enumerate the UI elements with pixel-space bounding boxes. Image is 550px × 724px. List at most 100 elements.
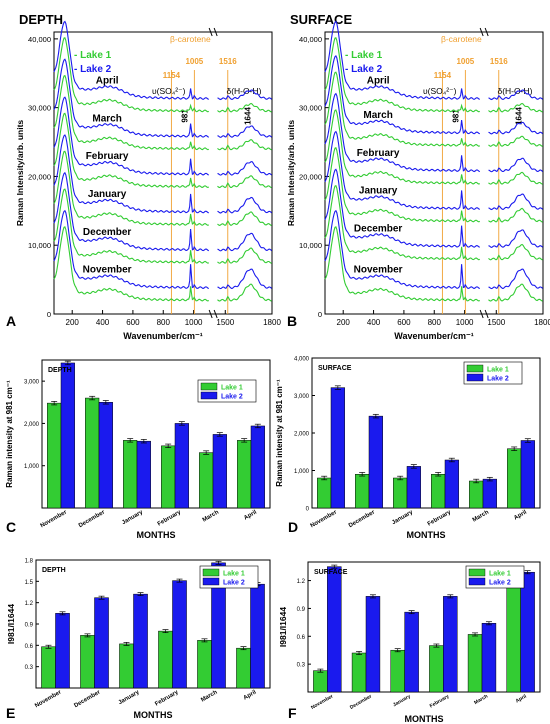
y-tick-label: 0.9 (25, 623, 34, 629)
category-label: November (310, 509, 339, 529)
carotene-peak-label: 1005 (456, 57, 474, 66)
x-tick-label: 600 (397, 318, 411, 327)
bar-lake1 (236, 647, 251, 689)
x-tick-label: 1500 (487, 318, 505, 327)
spectrum-line-lake2 (217, 268, 273, 290)
y-tick-label: 4,000 (294, 357, 310, 363)
y-tick-label: 40,000 (299, 35, 322, 44)
legend-lake2: - Lake 2 (74, 64, 112, 75)
spectrum-line-lake1 (53, 150, 210, 226)
carotene-title: β-carotene (170, 34, 211, 44)
spectrum-line-lake1 (217, 247, 272, 264)
spectrum-line-lake2 (488, 229, 544, 249)
spectrum-line-lake1 (324, 185, 481, 261)
legend-swatch (200, 391, 218, 400)
bar-lake2 (404, 611, 419, 693)
y-axis-title: I981/I1644 (6, 604, 16, 644)
panel-title: SURFACE (290, 12, 352, 27)
legend-swatch (202, 568, 220, 577)
y-tick-label: 30,000 (28, 104, 51, 113)
category-label: January (118, 689, 142, 706)
carotene-title: β-carotene (441, 34, 482, 44)
x-tick-label: 1000 (185, 318, 203, 327)
bar-lake2 (520, 440, 535, 509)
panel-title: SURFACE (314, 569, 348, 576)
panel-title: DEPTH (48, 367, 72, 374)
axis-break-mark (208, 309, 213, 319)
bar-lake1 (197, 640, 212, 689)
month-label: January (359, 186, 398, 197)
category-label: January (391, 509, 415, 526)
bar-lake1 (351, 652, 367, 693)
panel-letter: A (6, 313, 16, 329)
y-tick-label: 20,000 (28, 172, 51, 181)
bar-lake1 (119, 643, 134, 689)
x-tick-label: 400 (367, 318, 381, 327)
y-tick-label: 2,000 (294, 432, 310, 438)
spectrum-line-lake1 (53, 37, 210, 113)
month-label: November (354, 265, 403, 276)
bar-lake1 (390, 649, 405, 693)
bar-lake1 (80, 635, 95, 689)
spectrum-line-lake1 (53, 112, 210, 188)
sulfate-label: υ(SO₄²⁻) (423, 86, 457, 96)
spectrum-line-lake2 (217, 232, 273, 252)
bar-lake1 (507, 448, 522, 509)
carotene-peak-label: 1154 (434, 71, 452, 80)
bar-frame-C (41, 359, 271, 509)
bar-lake2 (365, 596, 381, 693)
bar-lake1 (123, 440, 138, 509)
spectrum-line-lake2 (324, 168, 480, 248)
spectrum-line-lake1 (217, 283, 272, 302)
bar-lake2 (444, 459, 459, 509)
x-tick-label: 800 (428, 318, 442, 327)
x-tick-label: 1000 (456, 318, 474, 327)
x-axis-title: MONTHS (134, 710, 173, 720)
category-label: February (429, 693, 451, 709)
panel-letter: B (287, 313, 297, 329)
category-label: February (154, 689, 180, 707)
panel-letter: C (6, 519, 16, 535)
spectrum-line-lake2 (53, 58, 210, 138)
carotene-peak-label: 1516 (219, 57, 237, 66)
bar-lake2 (330, 387, 345, 509)
bar-lake1 (429, 645, 444, 693)
category-label: December (348, 509, 377, 529)
bar-lake2 (55, 613, 70, 689)
y-tick-label: 10,000 (299, 241, 322, 250)
bar-lake2 (481, 623, 497, 693)
y-axis-title: Raman intensity at 981 cm⁻¹ (275, 379, 284, 487)
carotene-peak-label: 1154 (163, 71, 181, 80)
bar-lake2 (172, 580, 187, 689)
category-label: November (40, 509, 69, 529)
bar-lake2 (133, 593, 148, 689)
spectrum-line-lake1 (53, 74, 210, 151)
spectrum-line-lake2 (217, 161, 273, 176)
legend-lake1: - Lake 1 (74, 50, 112, 61)
category-label: December (73, 689, 102, 709)
panel-title: DEPTH (42, 567, 66, 574)
bar-lake2 (250, 583, 265, 689)
spectrum-line-lake2 (53, 134, 209, 214)
legend-label: Lake 1 (221, 385, 243, 392)
month-label: February (357, 148, 400, 159)
category-label: February (427, 509, 453, 527)
category-label: March (202, 509, 221, 523)
x-tick-label: 200 (66, 318, 80, 327)
category-label: March (472, 509, 491, 523)
bar-lake2 (174, 423, 189, 509)
y-tick-label: 1.2 (25, 601, 34, 607)
x-axis-title: MONTHS (137, 530, 176, 540)
carotene-peak-label: 1005 (185, 57, 203, 66)
legend-swatch (468, 568, 486, 577)
bar-lake1 (85, 397, 100, 509)
y-tick-label: 0 (306, 507, 310, 513)
legend-swatch (468, 577, 486, 586)
bar-lake1 (47, 402, 62, 509)
bar-lake2 (443, 596, 458, 693)
y-axis-title: Raman Intensity/arb. units (286, 120, 296, 227)
bar-lake1 (355, 474, 370, 509)
spectrum-line-lake1 (217, 175, 272, 189)
bar-lake2 (406, 466, 421, 509)
y-tick-label: 20,000 (299, 172, 322, 181)
